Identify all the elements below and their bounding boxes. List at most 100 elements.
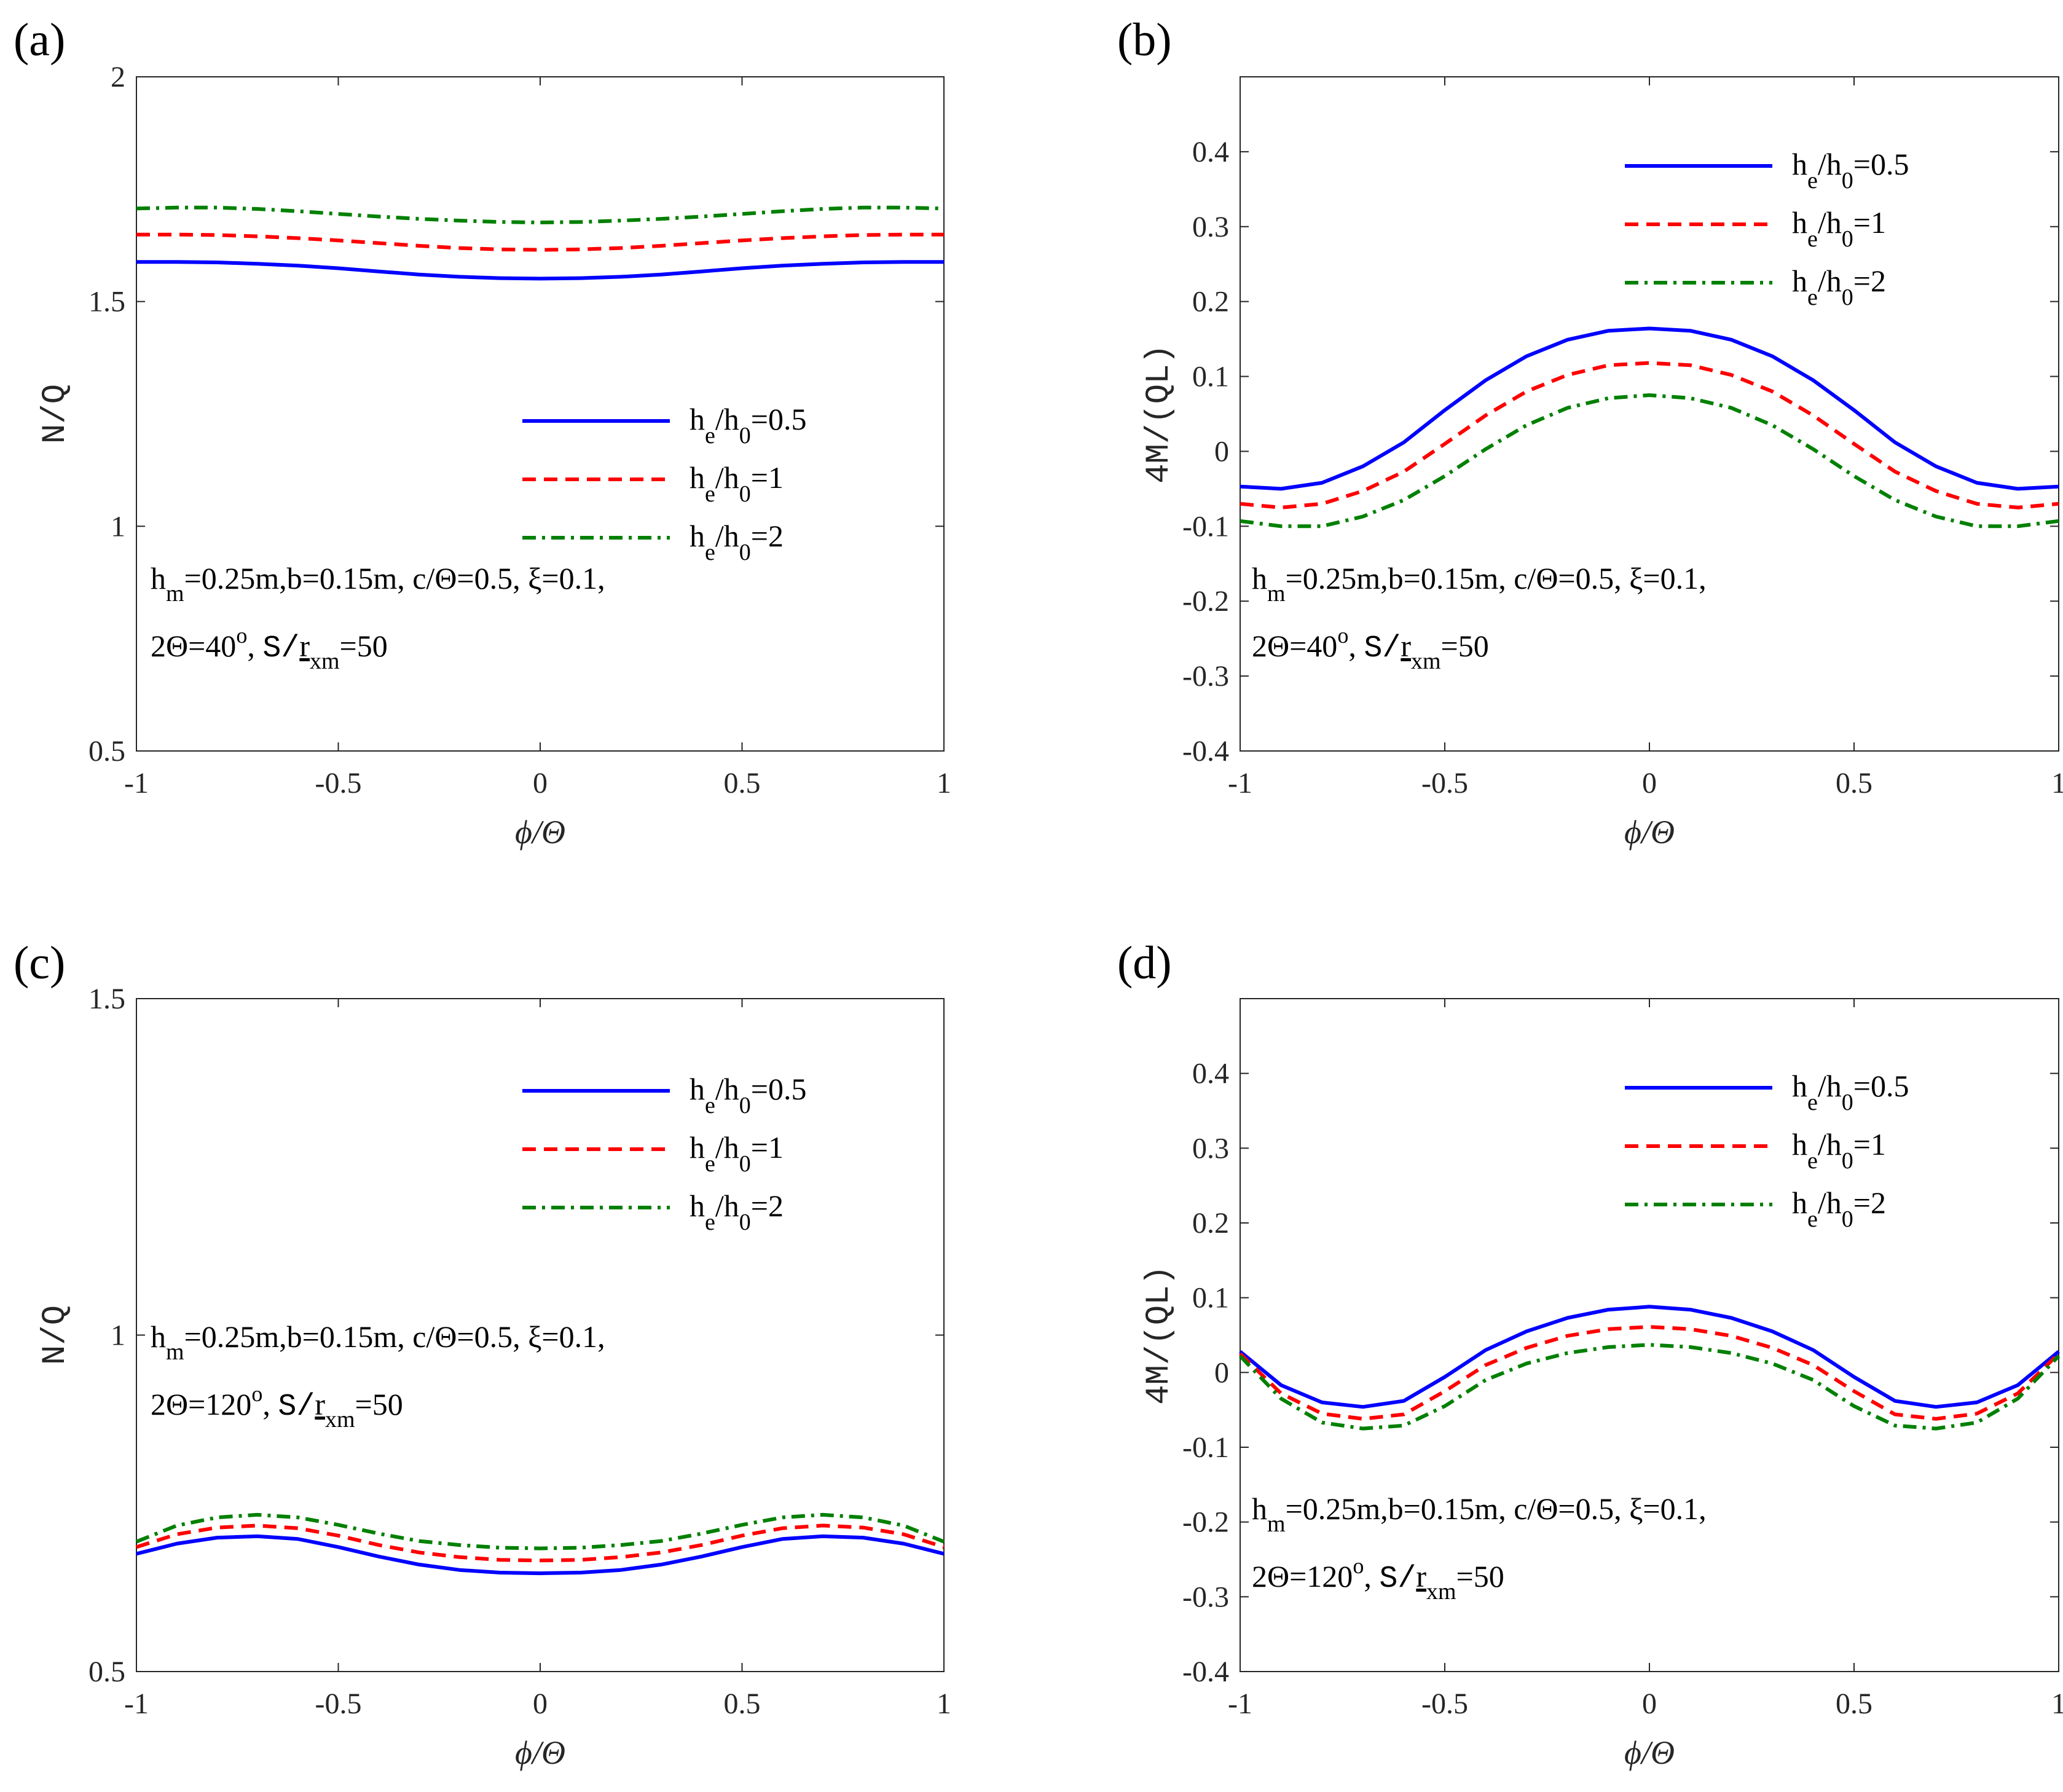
legend-entry: he/h0=2 <box>1792 264 1886 310</box>
legend-a: he/h0=0.5 he/h0=1 he/h0=2 <box>522 402 806 565</box>
y-tick-label: -0.3 <box>1182 660 1229 693</box>
legend-entry: he/h0=2 <box>1792 1185 1886 1232</box>
legend-entry: he/h0=0.5 <box>690 1072 806 1118</box>
annotation-line1-a: hm=0.25m,b=0.15m, c/Θ=0.5, ξ=0.1, <box>151 561 605 607</box>
series-line <box>136 1523 945 1563</box>
series-line <box>135 1512 945 1550</box>
legend-entry: he/h0=1 <box>690 1130 784 1177</box>
y-tick-label: 1 <box>111 1319 125 1352</box>
legend-entry: he/h0=2 <box>690 1189 784 1235</box>
y-tick-label: -0.2 <box>1182 585 1229 618</box>
x-tick-label: 0.5 <box>1836 1688 1872 1720</box>
legend-entry: he/h0=1 <box>1792 1127 1886 1174</box>
y-tick-label: 0.3 <box>1192 211 1229 243</box>
panel-a: (a) -1 -0.5 0 0.5 1 0.5 1 1.5 2 ϕ/Θ N/Q hm=0.25m,b… <box>14 14 951 851</box>
x-tick-label: 0 <box>533 1688 548 1720</box>
panel-label-c: (c) <box>14 937 65 989</box>
annotation-line1-d: hm=0.25m,b=0.15m, c/Θ=0.5, ξ=0.1, <box>1252 1491 1707 1537</box>
x-axis-label: ϕ/Θ <box>515 814 565 851</box>
y-tick-label: -0.3 <box>1182 1581 1229 1613</box>
x-axis-label: ϕ/Θ <box>515 1734 565 1771</box>
legend-entry: he/h0=0.5 <box>690 402 806 449</box>
y-tick-label: -0.4 <box>1182 735 1229 768</box>
annotation-line2-b: 2Θ=40o, S/rxm=50 <box>1252 623 1489 674</box>
y-tick-label: 0.3 <box>1192 1132 1229 1165</box>
panel-label-d: (d) <box>1117 937 1172 989</box>
x-axis-label: ϕ/Θ <box>1624 814 1675 851</box>
x-tick-label: 1 <box>937 1688 951 1720</box>
panel-b: (b) -1 -0.5 0 0.5 1 -0.4 -0.3 -0.2 -0.1 0 0.1 0.2 0.… <box>1117 14 2063 851</box>
plot-area-b: -1 -0.5 0 0.5 1 -0.4 -0.3 -0.2 -0.1 0 0.1 0.2 0.3 0.4… <box>1141 76 2063 851</box>
legend-d: he/h0=0.5 he/h0=1 he/h0=2 <box>1625 1069 1909 1232</box>
y-tick-label: 0.4 <box>1192 136 1229 168</box>
x-tick-label: 0.5 <box>1836 767 1872 800</box>
annotation-line1-c: hm=0.25m,b=0.15m, c/Θ=0.5, ξ=0.1, <box>151 1319 605 1365</box>
legend-entry: he/h0=0.5 <box>1792 147 1909 194</box>
y-tick-label: 1.5 <box>88 286 125 318</box>
annotation-line2-d: 2Θ=120o, S/rxm=50 <box>1252 1554 1504 1605</box>
annotation-line2-a: 2Θ=40o, S/rxm=50 <box>151 623 388 674</box>
x-tick-label: -0.5 <box>315 1688 362 1720</box>
y-tick-label: 1.5 <box>88 983 125 1015</box>
panel-label-a: (a) <box>14 14 65 66</box>
y-tick-label: 0.1 <box>1192 361 1229 393</box>
series-line <box>1240 326 2059 491</box>
y-tick-label: 2 <box>111 61 125 93</box>
legend-entry: he/h0=0.5 <box>1792 1069 1909 1115</box>
x-tick-label: 0 <box>533 767 548 800</box>
annotation-line2-c: 2Θ=120o, S/rxm=50 <box>151 1381 403 1432</box>
legend-entry: he/h0=2 <box>690 519 784 565</box>
x-tick-label: 0.5 <box>724 767 761 800</box>
x-tick-label: 1 <box>2051 1688 2063 1720</box>
x-tick-label: 0 <box>1642 1688 1657 1720</box>
x-tick-label: 1 <box>2051 767 2063 800</box>
x-tick-label: -1 <box>124 767 149 800</box>
y-tick-label: -0.2 <box>1182 1506 1229 1539</box>
series-line <box>136 232 944 252</box>
x-tick-label: -1 <box>1228 767 1252 800</box>
x-tick-label: 1 <box>937 767 951 800</box>
legend-entry: he/h0=1 <box>690 460 784 507</box>
series-line <box>1238 1343 2061 1431</box>
y-tick-label: -0.1 <box>1182 1431 1229 1464</box>
plot-area-a: -1 -0.5 0 0.5 1 0.5 1 1.5 2 ϕ/Θ N/Q <box>37 61 951 851</box>
series-line <box>136 205 945 224</box>
panel-c: (c) -1 -0.5 0 0.5 1 0.5 1 1.5 ϕ/Θ N/Q hm=0.25m,b=… <box>14 937 951 1771</box>
legend-c: he/h0=0.5 he/h0=1 he/h0=2 <box>522 1072 806 1235</box>
y-axis-label: N/Q <box>37 384 74 444</box>
x-tick-label: -0.5 <box>1421 1688 1468 1720</box>
y-tick-label: 0.2 <box>1192 1207 1229 1240</box>
series-line <box>1240 361 2059 509</box>
y-tick-label: 0 <box>1214 435 1229 468</box>
x-tick-label: -0.5 <box>315 767 362 800</box>
x-tick-label: -1 <box>124 1688 149 1720</box>
panel-label-b: (b) <box>1117 14 1172 66</box>
panel-d: (d) -1 -0.5 0 0.5 1 -0.4 -0.3 -0.2 -0.1 0 0.1 0.2 0.… <box>1117 937 2063 1771</box>
y-axis-label: 4M/(QL) <box>1141 344 1178 484</box>
y-axis-label: N/Q <box>37 1305 74 1365</box>
annotation-line1-b: hm=0.25m,b=0.15m, c/Θ=0.5, ξ=0.1, <box>1252 561 1707 607</box>
y-tick-label: 0.4 <box>1192 1058 1229 1090</box>
y-tick-label: -0.4 <box>1182 1656 1229 1688</box>
x-tick-label: -1 <box>1228 1688 1252 1720</box>
y-tick-label: 0.5 <box>88 1656 125 1688</box>
x-tick-label: 0.5 <box>724 1688 761 1720</box>
y-tick-label: 1 <box>111 510 125 543</box>
series-line <box>1239 1305 2060 1409</box>
series-line <box>136 260 944 281</box>
y-axis-label: 4M/(QL) <box>1141 1265 1178 1405</box>
x-axis-label: ϕ/Θ <box>1624 1734 1675 1771</box>
legend-b: he/h0=0.5 he/h0=1 he/h0=2 <box>1625 147 1909 310</box>
y-tick-label: -0.1 <box>1182 510 1229 543</box>
series-line <box>1240 393 2059 529</box>
series-line <box>136 1534 945 1576</box>
legend-entry: he/h0=1 <box>1792 205 1886 252</box>
series-line <box>1238 1325 2061 1421</box>
plot-area-d: -1 -0.5 0 0.5 1 -0.4 -0.3 -0.2 -0.1 0 0.1 0.2 0.3 0.4… <box>1141 998 2063 1771</box>
x-tick-label: 0 <box>1642 767 1657 800</box>
x-tick-label: -0.5 <box>1421 767 1468 800</box>
y-tick-label: 0.5 <box>88 735 125 768</box>
plot-area-c: -1 -0.5 0 0.5 1 0.5 1 1.5 ϕ/Θ N/Q <box>37 983 951 1771</box>
y-tick-label: 0 <box>1214 1356 1229 1389</box>
